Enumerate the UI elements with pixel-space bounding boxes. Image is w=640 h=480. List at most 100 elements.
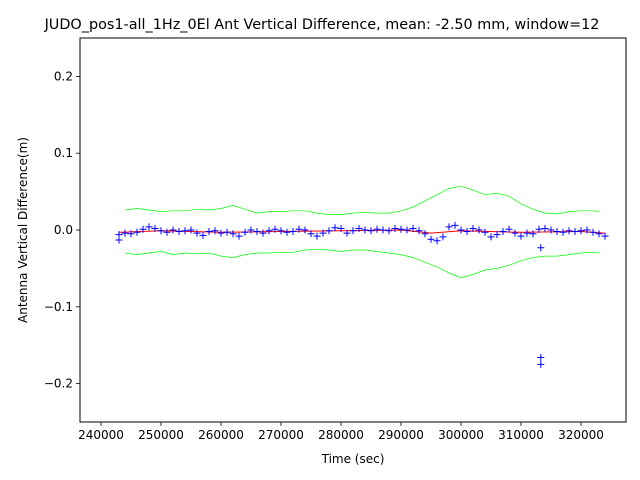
plot-area [115,185,609,368]
data-point [325,227,333,235]
data-point [537,354,545,361]
data-point [277,227,285,235]
data-point [175,228,183,235]
data-point [259,229,267,237]
data-point [487,233,495,241]
data-point [505,225,513,233]
data-point [361,226,369,234]
data-point [529,230,537,238]
chart-title: JUDO_pos1-all_1Hz_0El Ant Vertical Diffe… [44,17,600,33]
upper-envelope-line [124,185,600,215]
data-point [295,225,303,233]
x-tick-label: 320000 [558,428,604,442]
data-point [331,224,339,232]
data-point [247,226,255,234]
data-point [537,244,545,252]
data-point [481,228,489,236]
data-point [409,225,417,232]
y-tick-label: 0.1 [54,146,73,160]
data-point [127,230,135,238]
data-point [463,228,471,235]
data-point [373,225,381,233]
x-tick-label: 250000 [138,428,184,442]
data-point [205,228,213,235]
data-point [493,231,501,239]
data-point [121,229,129,237]
data-point [537,360,545,368]
x-tick-label: 300000 [438,428,484,442]
data-point [223,228,231,236]
data-point [211,227,219,235]
data-point [403,226,411,234]
data-point [379,226,387,234]
y-tick-label: −0.2 [44,377,73,391]
data-point [313,232,321,240]
data-point [229,230,237,238]
data-point [421,230,429,238]
y-tick-label: 0.0 [54,223,73,237]
data-point [415,227,423,235]
data-point [469,225,477,232]
data-point [595,230,603,238]
data-point [577,227,585,235]
data-point [283,228,291,236]
data-point [169,226,177,234]
data-point [349,227,357,235]
data-point [517,232,525,240]
envelope-layer [124,185,600,278]
y-tick-label: −0.1 [44,300,73,314]
data-point [151,225,159,232]
data-point [265,227,273,235]
x-tick-label: 260000 [198,428,244,442]
y-tick-label: 0.2 [54,69,73,83]
data-point [397,225,405,233]
data-point [301,226,309,234]
data-point [133,228,141,236]
data-point [355,225,363,232]
data-point [181,227,189,235]
data-point [139,225,147,233]
data-point [433,237,441,245]
data-point [391,225,399,232]
x-tick-label: 270000 [258,428,304,442]
x-tick-label: 280000 [318,428,364,442]
x-tick-label: 310000 [498,428,544,442]
points-layer [115,221,609,368]
data-point [145,223,153,231]
data-point [157,227,165,235]
x-axis: 240000 250000 260000 270000 280000 290000 3000… [78,422,604,442]
data-point [439,233,447,241]
data-point [553,228,561,235]
data-point [475,226,483,234]
lower-envelope-line [124,248,600,278]
data-point [601,232,609,240]
data-point [445,223,453,231]
data-point [523,229,531,237]
data-point [217,229,225,237]
data-point [307,230,315,238]
data-point [511,229,519,237]
data-point [565,227,573,235]
x-tick-label: 240000 [78,428,124,442]
data-point [583,226,591,234]
data-point [367,227,375,235]
data-point [427,235,435,243]
data-point [571,228,579,235]
data-point [187,226,195,234]
y-axis: −0.2 −0.1 0.0 0.1 0.2 [44,69,80,391]
data-point [547,226,555,234]
data-point [253,228,261,235]
data-point [115,236,123,244]
data-point [163,228,171,236]
data-point [559,228,567,236]
x-tick-label: 290000 [378,428,424,442]
data-point [451,221,459,229]
data-point [193,229,201,237]
data-point [235,232,243,240]
data-point [541,225,549,232]
data-point [385,227,393,235]
data-point [337,225,345,232]
data-point [319,229,327,237]
data-point [343,229,351,237]
